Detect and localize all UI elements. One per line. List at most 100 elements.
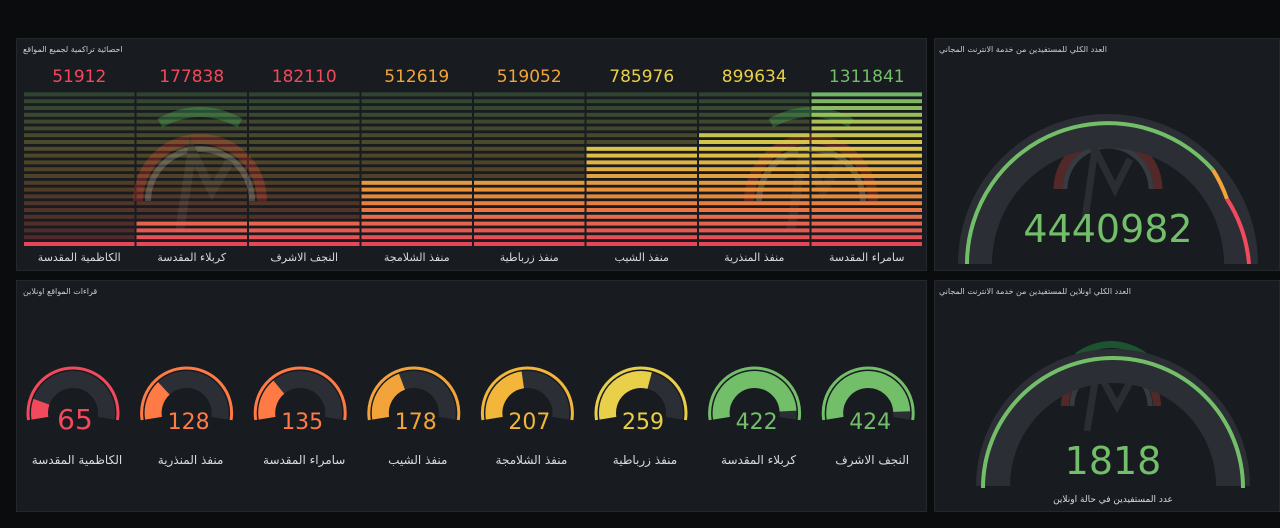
bar-segment (136, 208, 247, 212)
bar-segment (361, 208, 472, 212)
gauge-value-label: 178 (395, 410, 437, 435)
gauge-fill (485, 371, 525, 420)
bar-segment (24, 242, 135, 246)
bar-segment (136, 92, 247, 97)
gauge-fill (371, 373, 406, 420)
bar-segment (24, 187, 135, 192)
total-beneficiaries-title: العدد الكلي للمستفيدين من خدمة الانترنت … (939, 45, 1107, 54)
bar-segment (699, 146, 810, 151)
total-beneficiaries-panel: العدد الكلي للمستفيدين من خدمة الانترنت … (934, 38, 1280, 271)
bar-segment (811, 228, 922, 233)
bar-segment (361, 174, 472, 178)
bar-segment (474, 106, 585, 110)
bar-segment (586, 208, 697, 212)
bar-segment (136, 221, 247, 226)
bar-segment (474, 112, 585, 117)
bar-segment (474, 235, 585, 240)
bar-segment (249, 235, 360, 240)
gauge-threshold-ring (708, 366, 802, 421)
gauge-value-label: 65 (57, 403, 93, 436)
bar-segment (249, 221, 360, 226)
bar-segment (249, 119, 360, 124)
bar-segment (474, 194, 585, 199)
bar-segment (811, 99, 922, 104)
online-gauge (708, 366, 802, 421)
bar-segment (136, 180, 247, 185)
bar-segment (586, 106, 697, 110)
bar-segment (474, 160, 585, 165)
bar-segment (586, 126, 697, 131)
bar-segment (136, 126, 247, 131)
bar-segment (361, 187, 472, 192)
bar-segment (136, 214, 247, 219)
watermark-logo-icon (133, 107, 267, 230)
bar-segment (361, 99, 472, 104)
bar-segment (586, 194, 697, 199)
bar-segment (474, 92, 585, 97)
bar-segment (474, 167, 585, 172)
bar-segment (811, 242, 922, 246)
bar-segment (811, 194, 922, 199)
bar-segment (699, 221, 810, 226)
online-gauge (253, 366, 347, 421)
gauge-fill (31, 398, 50, 420)
online-beneficiaries-value: 1818 (1065, 439, 1162, 483)
bar-segment (811, 160, 922, 165)
bar-segment (24, 99, 135, 104)
bar-segment (811, 146, 922, 151)
bar-segment (699, 106, 810, 110)
gauge-threshold-ring (480, 366, 574, 421)
bar-segment (586, 146, 697, 151)
gauge-value-label: 128 (168, 410, 210, 435)
bar-segment (699, 126, 810, 131)
bar-segment (586, 112, 697, 117)
bar-segment (136, 153, 247, 158)
bar-segment (361, 140, 472, 144)
bar-segment (24, 133, 135, 138)
bar-segment (24, 92, 135, 97)
bar-segment (361, 106, 472, 110)
gauge-threshold-ring (26, 366, 120, 421)
gauge-category-label: منفذ المنذرية (158, 453, 224, 468)
bar-segment (249, 228, 360, 233)
total-beneficiaries-gauge: 4440982 (958, 114, 1258, 265)
bar-segment (811, 92, 922, 97)
bar-column (586, 92, 697, 246)
bar-segment (699, 208, 810, 212)
bar-segment (811, 119, 922, 124)
bar-segment (249, 187, 360, 192)
bar-segment (361, 133, 472, 138)
bar-segment (249, 194, 360, 199)
bar-segment (474, 174, 585, 178)
gauge-threshold-ring (367, 366, 461, 421)
bar-column (24, 92, 135, 246)
bar-category-label: منفذ الشلامجة (384, 251, 450, 264)
bar-segment (136, 167, 247, 172)
bar-segment (361, 228, 472, 233)
online-readings-title: قراءات المواقع اونلاين (23, 287, 98, 296)
bar-segment (586, 133, 697, 138)
bar-segment (361, 194, 472, 199)
gauge-value-label: 424 (849, 410, 891, 435)
bar-segment (361, 221, 472, 226)
bar-value-label: 519052 (497, 67, 562, 87)
bar-segment (136, 228, 247, 233)
bar-segment (699, 214, 810, 219)
gauge-fill (826, 371, 911, 420)
bar-segment (24, 153, 135, 158)
bar-segment (586, 174, 697, 178)
bar-segment (24, 180, 135, 185)
bar-segment (586, 228, 697, 233)
bar-segment (699, 201, 810, 206)
bar-segment (474, 221, 585, 226)
cumulative-stats-title: احصائية تراكمية لجميع المواقع (23, 45, 123, 54)
bar-segment (24, 228, 135, 233)
bar-segment (811, 167, 922, 172)
bar-segment (586, 160, 697, 165)
bar-segment (24, 214, 135, 219)
bar-segment (361, 180, 472, 185)
bar-segment (249, 133, 360, 138)
bar-segment (136, 119, 247, 124)
online-beneficiaries-gauge: 1818 عدد المستفيدين في حالة اونلاين (976, 341, 1250, 505)
bar-segment (586, 99, 697, 104)
